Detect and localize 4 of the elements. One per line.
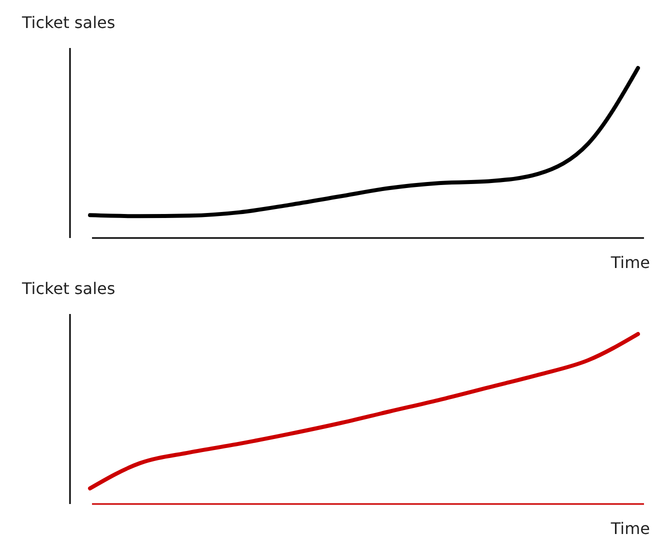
x-axis-title: Time <box>610 253 650 272</box>
x-axis-title: Time <box>610 519 650 536</box>
y-axis-title: Ticket sales <box>21 279 116 298</box>
y-axis-title: Ticket sales <box>21 13 116 32</box>
